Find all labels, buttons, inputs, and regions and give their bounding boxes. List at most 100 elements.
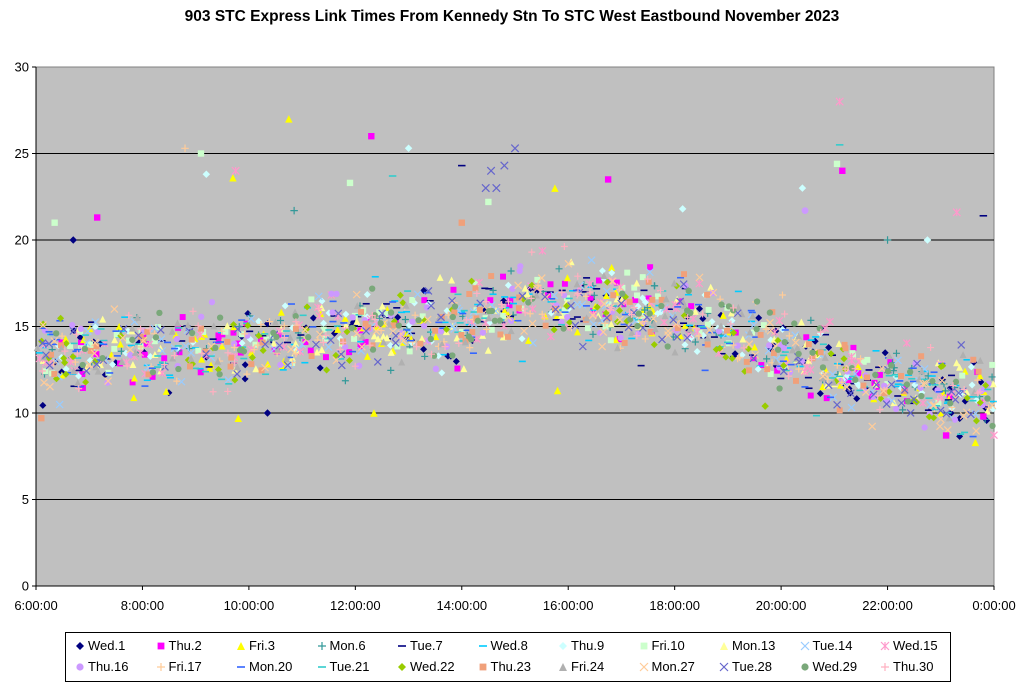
data-point bbox=[33, 344, 41, 352]
data-point bbox=[797, 318, 805, 326]
data-point bbox=[483, 325, 491, 333]
data-point bbox=[287, 345, 295, 354]
data-point bbox=[843, 383, 851, 392]
data-point bbox=[894, 356, 902, 365]
data-point bbox=[223, 322, 231, 330]
data-point bbox=[641, 298, 649, 306]
legend-label: Thu.23 bbox=[490, 659, 531, 674]
data-point bbox=[988, 401, 997, 410]
data-point bbox=[409, 338, 417, 346]
data-point bbox=[90, 349, 99, 358]
data-point bbox=[660, 318, 669, 327]
data-point bbox=[150, 324, 159, 333]
legend-marker bbox=[157, 642, 164, 650]
data-point bbox=[302, 325, 310, 333]
data-point bbox=[864, 374, 871, 381]
data-point bbox=[57, 344, 65, 352]
data-point bbox=[367, 315, 375, 323]
data-point bbox=[809, 355, 816, 362]
data-point bbox=[712, 346, 720, 354]
data-point bbox=[79, 385, 86, 391]
data-point bbox=[491, 317, 499, 324]
data-point bbox=[942, 409, 951, 418]
data-point bbox=[878, 364, 886, 373]
data-point bbox=[685, 287, 692, 295]
data-point bbox=[356, 362, 363, 369]
data-point bbox=[755, 314, 763, 322]
data-point bbox=[578, 342, 587, 351]
data-point bbox=[963, 394, 971, 402]
data-point-outlier bbox=[833, 160, 841, 168]
data-point bbox=[62, 340, 70, 348]
data-point bbox=[851, 365, 859, 373]
data-point bbox=[877, 395, 885, 403]
data-point bbox=[442, 325, 450, 333]
data-point bbox=[842, 345, 849, 352]
data-point bbox=[403, 329, 411, 337]
data-point bbox=[647, 329, 654, 336]
chart-title: 903 STC Express Link Times From Kennedy … bbox=[184, 8, 840, 25]
data-point bbox=[283, 361, 292, 370]
data-point bbox=[775, 316, 784, 325]
data-point bbox=[74, 379, 82, 387]
data-point bbox=[655, 293, 661, 300]
data-point bbox=[322, 354, 329, 361]
data-point bbox=[949, 382, 957, 390]
data-point bbox=[421, 352, 429, 360]
data-point bbox=[534, 276, 541, 283]
data-point bbox=[681, 341, 689, 349]
data-point bbox=[704, 334, 712, 342]
data-point-outlier bbox=[234, 414, 242, 422]
data-point bbox=[640, 317, 648, 325]
data-point bbox=[887, 380, 896, 389]
data-point bbox=[517, 263, 524, 270]
data-point bbox=[746, 328, 754, 336]
data-point bbox=[40, 378, 48, 387]
data-point bbox=[594, 314, 602, 322]
data-point bbox=[292, 318, 300, 326]
data-point bbox=[976, 399, 984, 407]
data-point bbox=[35, 354, 44, 363]
data-point bbox=[937, 393, 946, 402]
data-point bbox=[55, 400, 64, 409]
data-point bbox=[146, 353, 154, 361]
data-point bbox=[75, 385, 83, 393]
data-point bbox=[455, 339, 463, 347]
data-point bbox=[912, 360, 919, 367]
data-point bbox=[904, 398, 912, 405]
data-point bbox=[476, 299, 485, 308]
y-tick-label: 15 bbox=[15, 319, 29, 334]
data-point bbox=[395, 322, 402, 329]
data-point bbox=[109, 361, 117, 369]
data-point bbox=[527, 294, 535, 302]
data-point bbox=[115, 323, 123, 331]
data-point bbox=[99, 315, 107, 323]
data-point bbox=[276, 327, 284, 336]
data-point bbox=[681, 271, 688, 278]
data-point bbox=[753, 325, 760, 333]
data-point bbox=[487, 297, 494, 304]
data-point bbox=[351, 335, 357, 342]
data-point bbox=[573, 300, 582, 309]
data-point bbox=[235, 340, 242, 347]
data-point bbox=[152, 334, 160, 341]
data-point bbox=[70, 367, 78, 375]
data-point bbox=[128, 324, 136, 332]
data-point bbox=[170, 352, 178, 360]
data-point bbox=[187, 348, 196, 357]
data-point bbox=[898, 372, 904, 379]
data-point bbox=[731, 350, 739, 358]
data-point bbox=[238, 339, 246, 347]
data-point bbox=[919, 379, 928, 388]
data-point bbox=[757, 331, 764, 338]
data-point bbox=[420, 322, 428, 329]
data-point bbox=[672, 319, 681, 328]
data-point bbox=[241, 330, 249, 338]
data-point bbox=[500, 312, 507, 319]
data-point bbox=[277, 317, 285, 325]
data-point bbox=[134, 313, 142, 321]
data-point bbox=[212, 344, 219, 351]
data-point bbox=[189, 307, 197, 315]
data-point-outlier bbox=[197, 150, 205, 157]
data-point bbox=[608, 277, 617, 286]
